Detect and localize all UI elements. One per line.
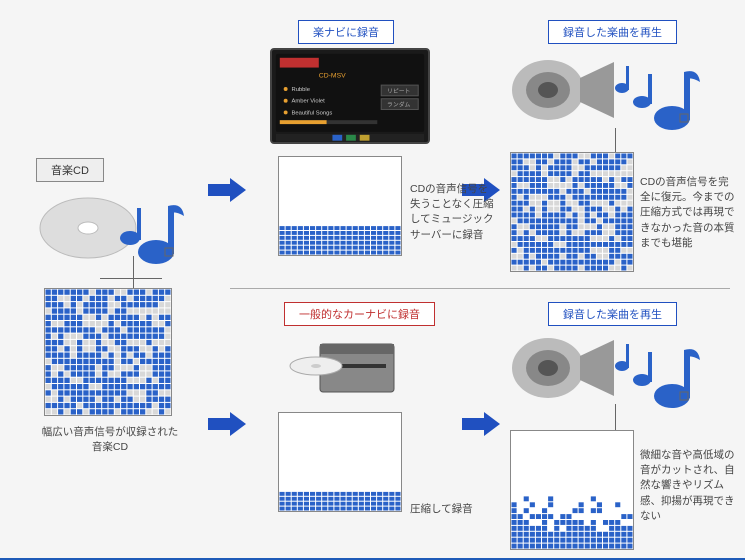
raku-navi-screen: CD-MSV Rubble Amber Violet Beautiful Son… bbox=[270, 48, 430, 144]
arrow-to-play2 bbox=[462, 412, 500, 436]
speaker-illustration-2 bbox=[504, 326, 704, 426]
general-navi-illustration bbox=[288, 330, 408, 400]
caption-cd: 幅広い音声信号が収録された音楽CD bbox=[40, 425, 180, 454]
row-divider bbox=[230, 288, 730, 289]
desc-play1: CDの音声信号を完全に復元。今までの圧縮方式では再現できなかった音の本質までも堪… bbox=[640, 175, 736, 251]
arrow-to-raku bbox=[208, 178, 246, 202]
track-1: Amber Violet bbox=[291, 99, 325, 105]
btn-1: ランダム bbox=[387, 101, 410, 109]
desc-play2: 微細な音や高低域の音がカットされ、自然な響きやリズム感、抑揚が再現できない bbox=[640, 448, 736, 524]
pixel-grid-cd bbox=[44, 288, 172, 416]
desc-general: 圧縮して録音 bbox=[410, 502, 490, 517]
pixel-grid-raku bbox=[278, 156, 402, 256]
label-playback-2: 録音した楽曲を再生 bbox=[548, 302, 677, 326]
desc-raku: CDの音声信号を失うことなく圧縮してミュージックサーバーに録音 bbox=[410, 182, 496, 243]
navi-source: CD-MSV bbox=[319, 72, 346, 79]
speaker-illustration-1 bbox=[504, 48, 704, 148]
track-2: Beautiful Songs bbox=[291, 110, 332, 116]
label-playback-1: 録音した楽曲を再生 bbox=[548, 20, 677, 44]
pixel-grid-play1 bbox=[510, 152, 634, 272]
btn-0: リピート bbox=[387, 88, 410, 95]
pixel-grid-general bbox=[278, 412, 402, 512]
label-general-navi: 一般的なカーナビに録音 bbox=[284, 302, 435, 326]
pixel-grid-play2 bbox=[510, 430, 634, 550]
arrow-to-gen bbox=[208, 412, 246, 436]
track-0: Rubble bbox=[291, 87, 309, 93]
label-raku: 楽ナビに録音 bbox=[298, 20, 394, 44]
label-music-cd: 音楽CD bbox=[36, 158, 104, 182]
cd-illustration bbox=[36, 190, 186, 280]
